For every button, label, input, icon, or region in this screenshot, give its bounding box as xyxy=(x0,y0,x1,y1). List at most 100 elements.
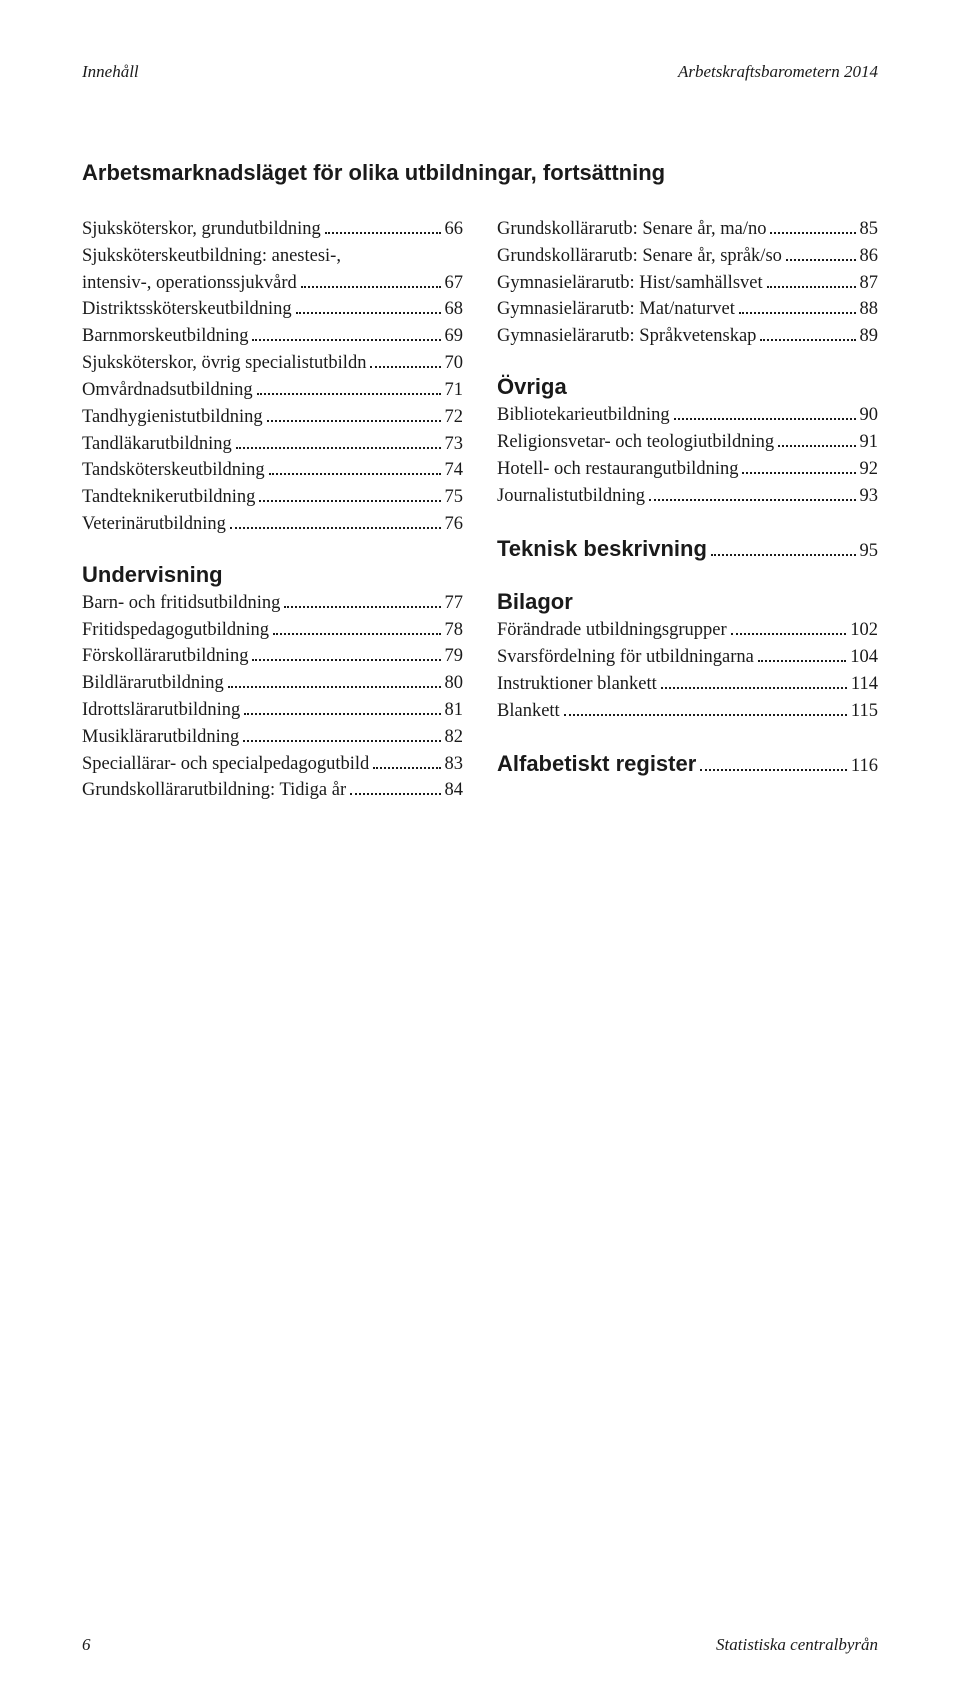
dot-leader xyxy=(267,420,441,422)
section-heading-bilagor: Bilagor xyxy=(497,589,878,615)
dot-leader xyxy=(252,659,440,661)
dot-leader xyxy=(564,714,847,716)
dot-leader xyxy=(760,339,855,341)
toc-label: Sjuksköterskor, övrig specialistutbildn xyxy=(82,350,366,377)
toc-label: Distriktssköterskeutbildning xyxy=(82,296,292,323)
toc-label: Religionsvetar- och teologiutbildning xyxy=(497,429,774,456)
dot-leader xyxy=(711,554,856,556)
toc-label: Hotell- och restaurangutbildning xyxy=(497,456,738,483)
toc-label: Journalistutbildning xyxy=(497,483,645,510)
toc-label: Tandhygienistutbildning xyxy=(82,404,263,431)
dot-leader xyxy=(742,472,855,474)
toc-entry: Speciallärar- och specialpedagogutbild 8… xyxy=(82,751,463,778)
footer-publisher: Statistiska centralbyrån xyxy=(716,1635,878,1655)
toc-entry: Förskollärarutbildning 79 xyxy=(82,643,463,670)
toc-page: 116 xyxy=(851,753,878,780)
toc-page: 74 xyxy=(445,457,464,484)
toc-page: 95 xyxy=(860,538,879,565)
dot-leader xyxy=(228,686,441,688)
toc-page: 93 xyxy=(860,483,879,510)
toc-label: Grundskollärarutb: Senare år, ma/no xyxy=(497,216,766,243)
toc-entry: Veterinärutbildning 76 xyxy=(82,511,463,538)
toc-entry: Tandteknikerutbildning 75 xyxy=(82,484,463,511)
toc-entry: Religionsvetar- och teologiutbildning 91 xyxy=(497,429,878,456)
toc-entry: Svarsfördelning för utbildningarna 104 xyxy=(497,644,878,671)
toc-label: Bildlärarutbildning xyxy=(82,670,224,697)
dot-leader xyxy=(259,500,440,502)
dot-leader xyxy=(370,366,440,368)
toc-entry: Hotell- och restaurangutbildning 92 xyxy=(497,456,878,483)
running-head: Innehåll Arbetskraftsbarometern 2014 xyxy=(82,62,878,82)
toc-entry: Blankett 115 xyxy=(497,698,878,725)
dot-leader xyxy=(269,473,441,475)
toc-entry: Bildlärarutbildning 80 xyxy=(82,670,463,697)
toc-label: Fritidspedagogutbildning xyxy=(82,617,269,644)
dot-leader xyxy=(700,769,847,771)
running-head-left: Innehåll xyxy=(82,62,139,82)
dot-leader xyxy=(230,527,441,529)
toc-entry: Gymnasielärarutb: Mat/naturvet 88 xyxy=(497,296,878,323)
toc-page: 81 xyxy=(445,697,464,724)
toc-page: 86 xyxy=(860,243,879,270)
dot-leader xyxy=(739,312,856,314)
toc-label: Instruktioner blankett xyxy=(497,671,657,698)
toc-entry: Sjuksköterskor, grundutbildning 66 xyxy=(82,216,463,243)
toc-entry: Grundskollärarutb: Senare år, ma/no 85 xyxy=(497,216,878,243)
toc-page: 102 xyxy=(850,617,878,644)
section-heading-ovriga: Övriga xyxy=(497,374,878,400)
dot-leader xyxy=(786,259,856,261)
toc-page: 89 xyxy=(860,323,879,350)
toc-entry: Musiklärarutbildning 82 xyxy=(82,724,463,751)
toc-columns: Sjuksköterskor, grundutbildning 66 Sjuks… xyxy=(82,216,878,804)
toc-label: Gymnasielärarutb: Mat/naturvet xyxy=(497,296,735,323)
dot-leader xyxy=(257,393,441,395)
toc-entry: Instruktioner blankett 114 xyxy=(497,671,878,698)
toc-label: intensiv-, operationssjukvård xyxy=(82,270,297,297)
section-heading-alfabetiskt: Alfabetiskt register 116 xyxy=(497,748,878,780)
toc-label: Barn- och fritidsutbildning xyxy=(82,590,280,617)
toc-label: Förskollärarutbildning xyxy=(82,643,248,670)
section-heading-teknisk: Teknisk beskrivning 95 xyxy=(497,533,878,565)
toc-page: 87 xyxy=(860,270,879,297)
toc-page: 76 xyxy=(445,511,464,538)
toc-page: 82 xyxy=(445,724,464,751)
dot-leader xyxy=(243,740,440,742)
toc-page: 115 xyxy=(851,698,878,725)
toc-label: Blankett xyxy=(497,698,560,725)
toc-entry: intensiv-, operationssjukvård 67 xyxy=(82,270,463,297)
toc-entry: Tandsköterskeutbildning 74 xyxy=(82,457,463,484)
toc-label: Grundskollärarutbildning: Tidiga år xyxy=(82,777,346,804)
toc-label: Tandteknikerutbildning xyxy=(82,484,255,511)
toc-label: Gymnasielärarutb: Hist/samhällsvet xyxy=(497,270,763,297)
toc-label: Alfabetiskt register xyxy=(497,748,696,780)
toc-entry: Gymnasielärarutb: Hist/samhällsvet 87 xyxy=(497,270,878,297)
toc-entry: Idrottslärarutbildning 81 xyxy=(82,697,463,724)
toc-page: 90 xyxy=(860,402,879,429)
toc-label: Teknisk beskrivning xyxy=(497,533,707,565)
toc-page: 69 xyxy=(445,323,464,350)
toc-page: 104 xyxy=(850,644,878,671)
dot-leader xyxy=(325,232,441,234)
page-title: Arbetsmarknadsläget för olika utbildning… xyxy=(82,160,878,186)
dot-leader xyxy=(236,447,441,449)
toc-label: Grundskollärarutb: Senare år, språk/so xyxy=(497,243,782,270)
page-number: 6 xyxy=(82,1635,91,1655)
toc-page: 91 xyxy=(860,429,879,456)
dot-leader xyxy=(674,418,856,420)
dot-leader xyxy=(252,339,440,341)
toc-label: Speciallärar- och specialpedagogutbild xyxy=(82,751,369,778)
dot-leader xyxy=(767,286,856,288)
toc-page: 92 xyxy=(860,456,879,483)
toc-page: 70 xyxy=(445,350,464,377)
dot-leader xyxy=(661,687,847,689)
dot-leader xyxy=(301,286,441,288)
dot-leader xyxy=(731,633,847,635)
toc-page: 84 xyxy=(445,777,464,804)
toc-label: Tandsköterskeutbildning xyxy=(82,457,265,484)
toc-entry: Distriktssköterskeutbildning 68 xyxy=(82,296,463,323)
toc-entry: Grundskollärarutbildning: Tidiga år 84 xyxy=(82,777,463,804)
toc-label: Bibliotekarieutbildning xyxy=(497,402,670,429)
toc-label: Veterinärutbildning xyxy=(82,511,226,538)
toc-label: Tandläkarutbildning xyxy=(82,431,232,458)
toc-entry: Sjuksköterskor, övrig specialistutbildn … xyxy=(82,350,463,377)
